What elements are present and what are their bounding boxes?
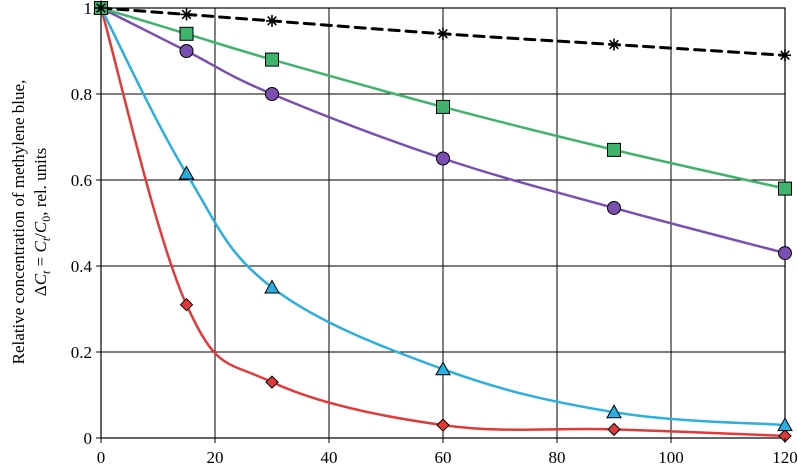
- y-tick-labels: 0 0.2 0.4 0.6 0.8 1: [71, 0, 101, 448]
- series-markers: [93, 0, 793, 443]
- triangle-marker-60: [435, 361, 451, 376]
- y-axis-label: Relative concentration of methylene blue…: [9, 80, 53, 365]
- square-marker-30: [265, 52, 279, 67]
- x-tick-label-20: 20: [207, 448, 224, 467]
- star-marker-60: [437, 27, 449, 40]
- x-tick-label-40: 40: [321, 448, 338, 467]
- diamond-marker-60: [436, 418, 450, 432]
- y-tick-label-0: 0: [84, 429, 93, 448]
- circle-marker-60: [436, 151, 450, 166]
- y-tick-label-0.4: 0.4: [71, 257, 93, 276]
- square-marker-90: [607, 142, 621, 157]
- diamond-marker-30: [265, 375, 279, 389]
- triangle-marker-120: [777, 417, 793, 432]
- x-tick-label-60: 60: [435, 448, 452, 467]
- series-line-diamond: [99, 6, 787, 438]
- circle-marker-120: [778, 246, 792, 261]
- triangle-marker-90: [606, 404, 622, 419]
- series-line-triangle: [99, 6, 787, 427]
- star-marker-60-stroke-3: [438, 28, 448, 39]
- circle-marker-30: [265, 87, 279, 101]
- square-marker-120: [778, 181, 792, 196]
- square-marker-60: [436, 99, 450, 114]
- y-tick-label-1: 1: [84, 0, 93, 18]
- triangle-marker-30: [264, 279, 280, 294]
- star-marker-30: [266, 14, 278, 27]
- y-axis-label-line2: ΔCt = Ct/C0, rel. units: [31, 148, 53, 296]
- circle-marker-15: [179, 44, 194, 58]
- star-marker-30-stroke-3: [267, 16, 277, 26]
- star-marker-90-stroke-3: [609, 39, 619, 50]
- x-tick-labels: 0 20 40 60 80 100 120: [97, 438, 798, 467]
- star-marker-120-stroke-3: [780, 50, 790, 61]
- square-marker-15: [179, 26, 194, 41]
- x-tick-label-80: 80: [549, 448, 566, 467]
- x-tick-label-0: 0: [97, 448, 106, 467]
- star-marker-90: [608, 38, 620, 51]
- star-marker-120: [779, 49, 791, 62]
- triangle-marker-15: [178, 165, 195, 180]
- star-marker-15-stroke-3: [181, 9, 192, 20]
- diamond-marker-15: [179, 297, 194, 312]
- circle-marker-90: [607, 200, 621, 215]
- y-tick-label-0.6: 0.6: [71, 171, 92, 190]
- diamond-marker-90: [607, 422, 621, 437]
- y-tick-label-0.2: 0.2: [71, 343, 92, 362]
- star-marker-15: [180, 8, 193, 21]
- y-axis-label-line1: Relative concentration of methylene blue…: [9, 80, 28, 365]
- x-tick-label-120: 120: [772, 448, 798, 467]
- y-tick-label-0.8: 0.8: [71, 85, 92, 104]
- x-tick-label-100: 100: [658, 448, 684, 467]
